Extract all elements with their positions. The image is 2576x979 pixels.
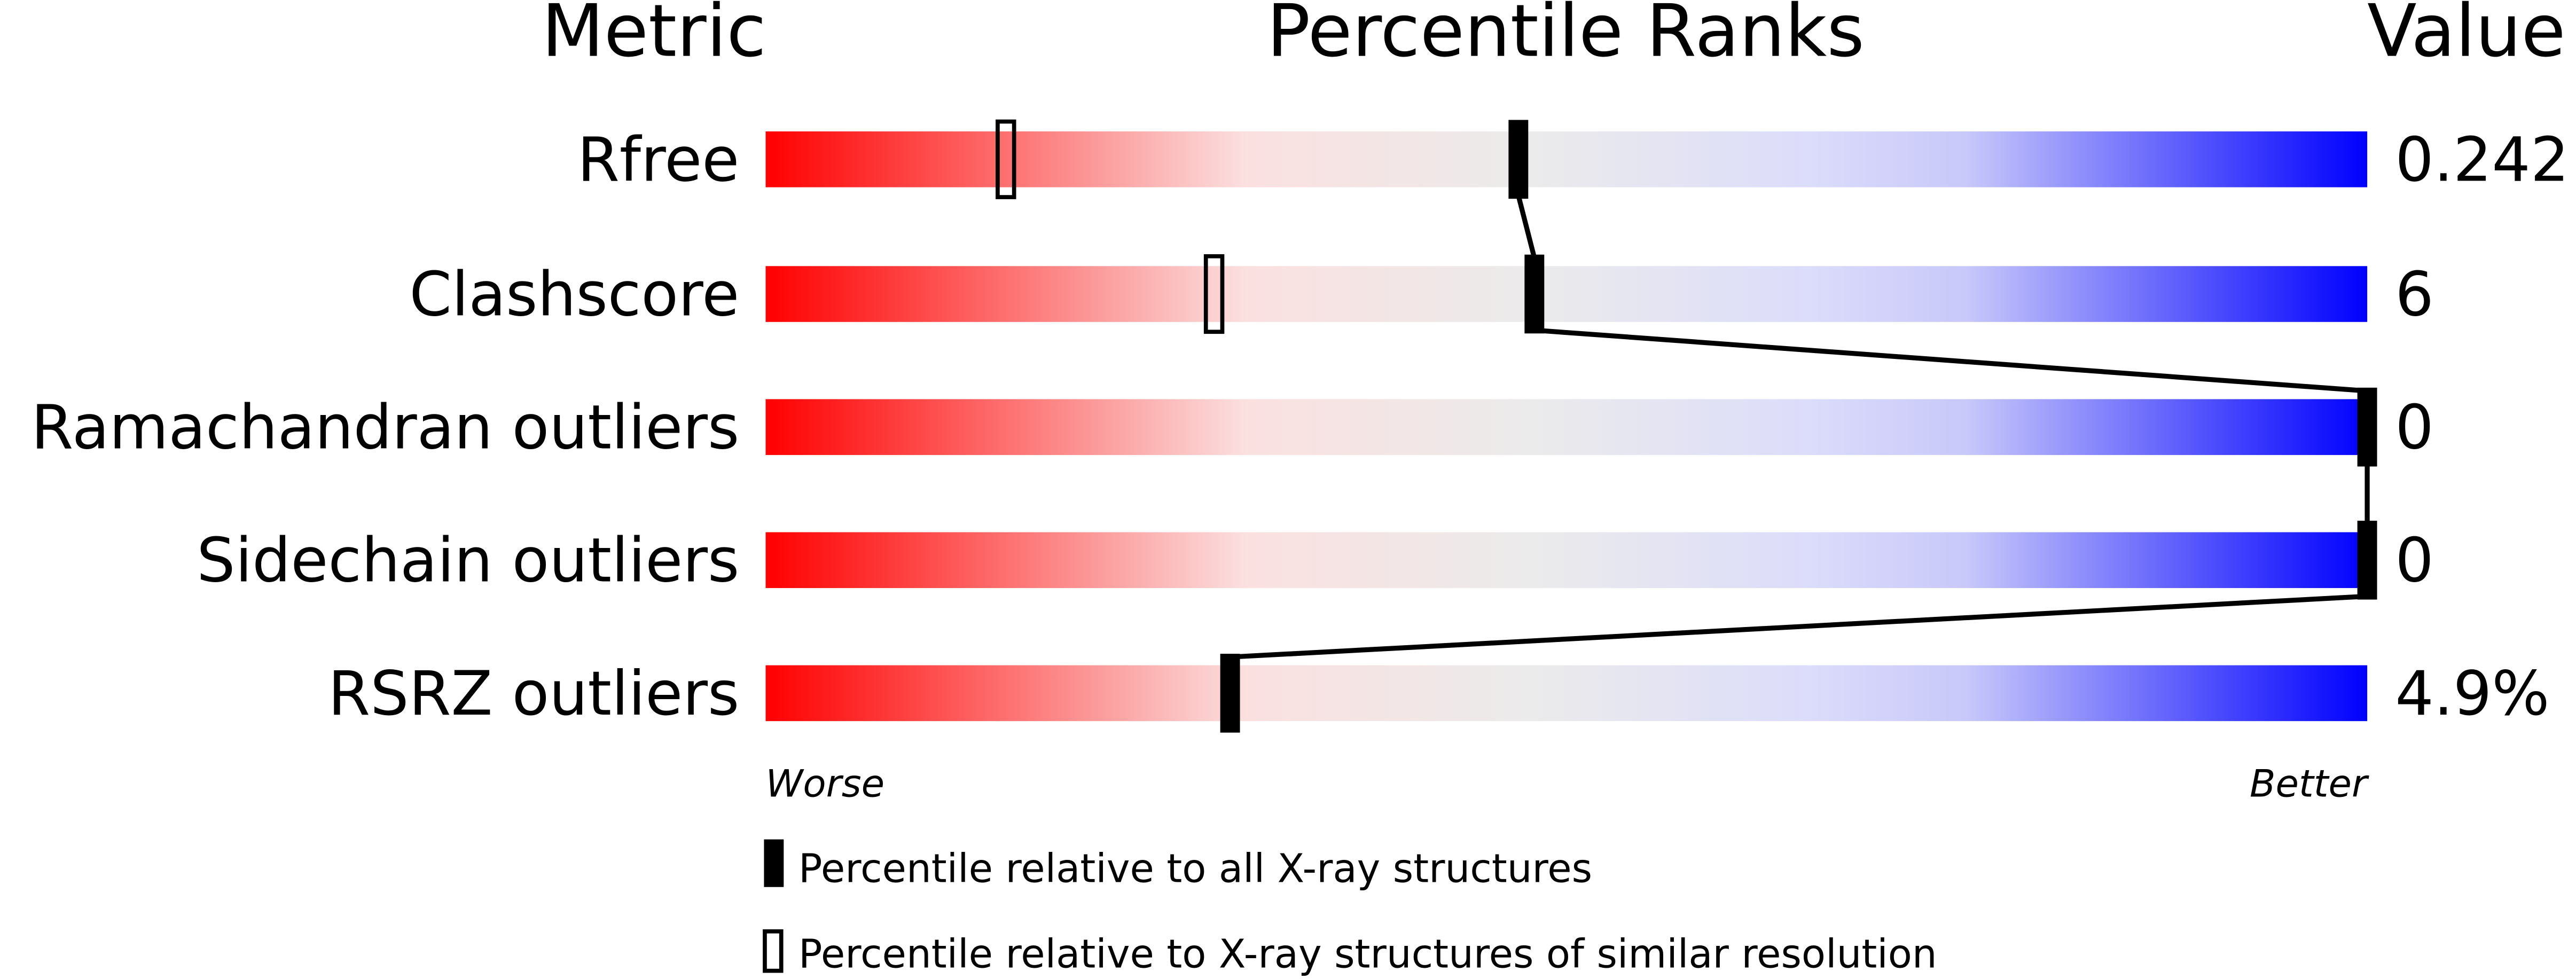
metric-value: 6 <box>2395 259 2433 330</box>
percentile-all-marker <box>2357 387 2377 467</box>
legend-label-similar: Percentile relative to X-ray structures … <box>798 931 1937 977</box>
metric-label: RSRZ outliers <box>328 658 739 729</box>
metric-value: 0.242 <box>2395 124 2569 195</box>
connector-line <box>1516 194 1537 259</box>
metric-value: 0 <box>2395 525 2433 596</box>
metric-label: Sidechain outliers <box>197 525 739 596</box>
percentile-similar-marker <box>1203 254 1225 334</box>
percentile-bar <box>765 399 2368 455</box>
metric-label: Rfree <box>577 124 739 195</box>
percentile-all-marker <box>1524 254 1545 334</box>
legend-open-marker-icon <box>763 929 784 973</box>
connector-line <box>1230 593 2368 660</box>
percentile-bar <box>765 665 2368 722</box>
metric-label: Clashscore <box>409 259 739 330</box>
percentile-similar-marker <box>996 119 1016 199</box>
connector-line <box>1534 327 2368 394</box>
percentile-all-marker <box>1220 654 1240 733</box>
metric-value: 0 <box>2395 392 2433 463</box>
percentile-bar <box>765 131 2368 187</box>
axis-label-worse: Worse <box>765 762 884 806</box>
percentile-all-marker <box>2357 520 2377 600</box>
metric-label: Ramachandran outliers <box>31 392 739 463</box>
legend-filled-marker-icon <box>764 839 784 887</box>
legend-label-all: Percentile relative to all X-ray structu… <box>798 846 1592 892</box>
header-percentile-ranks: Percentile Ranks <box>1267 0 1865 73</box>
percentile-all-marker <box>1508 120 1529 199</box>
percentile-bar <box>765 532 2368 589</box>
metric-value: 4.9% <box>2395 658 2549 729</box>
percentile-bar <box>765 266 2368 322</box>
axis-label-better: Better <box>2250 762 2369 806</box>
header-value: Value <box>2367 0 2566 73</box>
header-metric: Metric <box>542 0 766 73</box>
